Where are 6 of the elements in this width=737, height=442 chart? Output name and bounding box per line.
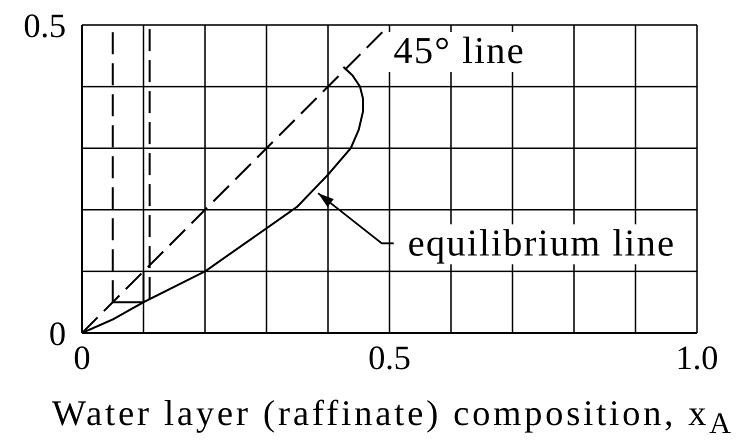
annotation: 45° line [394,30,526,72]
x-tick-label: 0.5 [368,340,411,378]
x-tick-label: 0 [74,340,90,378]
x-tick-label: 1.0 [676,340,718,378]
annotation: equilibrium line [408,222,676,264]
x-axis-title: Water layer (raffinate) composition, x$_{A}$ [52,393,734,440]
